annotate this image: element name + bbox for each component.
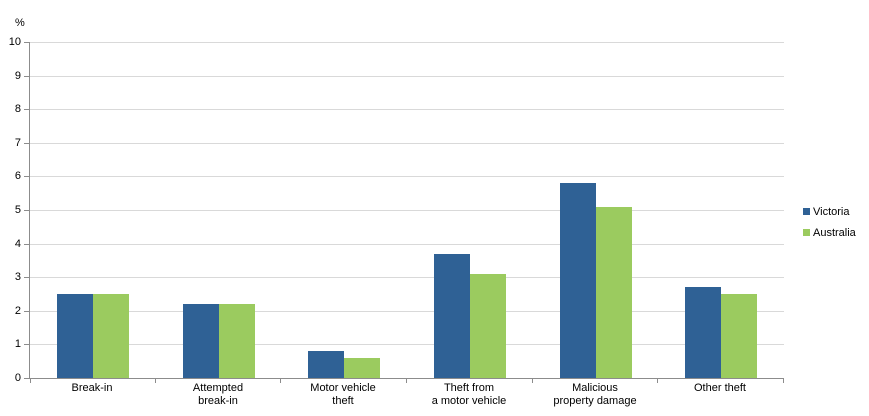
legend-swatch-australia — [803, 229, 810, 236]
gridline — [30, 277, 784, 278]
y-axis-tick-label: 3 — [14, 271, 21, 283]
x-axis-label-3: Theft from a motor vehicle — [406, 382, 532, 408]
x-axis-tick — [155, 379, 156, 383]
y-axis-tick — [24, 244, 30, 245]
bar-victoria-4 — [560, 183, 596, 378]
bar-victoria-3 — [434, 254, 470, 378]
bar-australia-5 — [721, 294, 757, 378]
x-axis-label-5: Other theft — [657, 382, 783, 395]
x-axis-label-1: Attempted break-in — [155, 382, 281, 408]
x-axis-label-line: Attempted — [192, 382, 244, 394]
gridline — [30, 176, 784, 177]
gridline — [30, 109, 784, 110]
y-axis-tick-label: 10 — [8, 36, 21, 48]
bar-australia-2 — [344, 358, 380, 378]
legend-item-victoria: Victoria — [803, 201, 856, 222]
y-axis-tick — [24, 76, 30, 77]
y-axis-unit-label: % — [15, 17, 25, 29]
gridline — [30, 244, 784, 245]
x-axis-label-2: Motor vehicle theft — [280, 382, 406, 408]
x-axis-label-line: break-in — [198, 395, 238, 407]
x-axis-label-line: Motor vehicle — [310, 382, 376, 394]
y-axis-tick — [24, 176, 30, 177]
legend-label: Australia — [813, 226, 856, 239]
x-axis-label-4: Malicious property damage — [532, 382, 658, 408]
x-axis-label-line: theft — [332, 395, 354, 407]
x-axis-label-0: Break-in — [29, 382, 155, 395]
x-axis-label-line: a motor vehicle — [431, 395, 507, 407]
x-axis-label-line: Other theft — [694, 382, 746, 394]
x-axis-tick — [280, 379, 281, 383]
legend-label: Victoria — [813, 205, 850, 218]
bar-victoria-2 — [308, 351, 344, 378]
x-axis-tick — [30, 379, 31, 383]
x-axis-label-line: property damage — [553, 395, 637, 407]
gridline — [30, 210, 784, 211]
bar-victoria-5 — [685, 287, 721, 378]
y-axis-tick — [24, 210, 30, 211]
bar-australia-3 — [470, 274, 506, 378]
bar-australia-0 — [93, 294, 129, 378]
y-axis-tick — [24, 143, 30, 144]
y-axis-tick — [24, 311, 30, 312]
y-axis-tick — [24, 378, 30, 379]
gridline — [30, 311, 784, 312]
x-axis-tick — [783, 379, 784, 383]
gridline — [30, 344, 784, 345]
bar-australia-4 — [596, 207, 632, 378]
y-axis-tick-label: 7 — [14, 137, 21, 149]
x-axis-tick — [657, 379, 658, 383]
x-axis-label-line: Break-in — [71, 382, 113, 394]
y-axis-tick — [24, 277, 30, 278]
x-axis-tick — [532, 379, 533, 383]
x-axis-label-line: Theft from — [443, 382, 495, 394]
y-axis-tick-label: 0 — [14, 372, 21, 384]
y-axis-tick-label: 6 — [14, 170, 21, 182]
bar-victoria-0 — [57, 294, 93, 378]
bar-victoria-1 — [183, 304, 219, 378]
legend-item-australia: Australia — [803, 222, 856, 243]
legend: Victoria Australia — [803, 201, 856, 243]
y-axis-tick — [24, 42, 30, 43]
y-axis-tick-label: 5 — [14, 204, 21, 216]
y-axis-tick-label: 1 — [14, 338, 21, 350]
x-axis-tick — [406, 379, 407, 383]
gridline — [30, 76, 784, 77]
plot-area — [24, 42, 784, 383]
y-axis-tick-label: 2 — [14, 305, 21, 317]
y-axis-tick — [24, 344, 30, 345]
gridline — [30, 143, 784, 144]
y-axis-tick-label: 9 — [14, 70, 21, 82]
x-axis-label-line: Malicious — [572, 382, 618, 394]
y-axis-tick-label: 8 — [14, 103, 21, 115]
y-axis-tick — [24, 109, 30, 110]
gridline — [30, 42, 784, 43]
legend-swatch-victoria — [803, 208, 810, 215]
y-axis-tick-label: 4 — [14, 238, 21, 250]
bar-australia-1 — [219, 304, 255, 378]
